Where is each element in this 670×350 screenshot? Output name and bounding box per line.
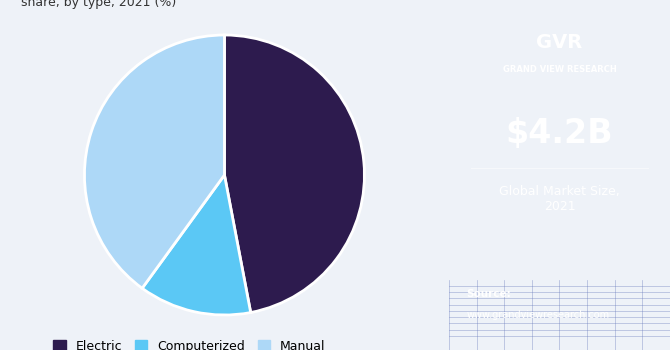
Wedge shape — [84, 35, 224, 288]
Wedge shape — [224, 35, 364, 313]
Text: share, by type, 2021 (%): share, by type, 2021 (%) — [21, 0, 177, 9]
Text: GVR: GVR — [536, 33, 583, 51]
Text: www.grandviewresearch.com: www.grandviewresearch.com — [466, 310, 610, 320]
Wedge shape — [142, 175, 251, 315]
Text: GRAND VIEW RESEARCH: GRAND VIEW RESEARCH — [502, 65, 616, 75]
Legend: Electric, Computerized, Manual: Electric, Computerized, Manual — [48, 335, 330, 350]
Text: Global Market Size,
2021: Global Market Size, 2021 — [499, 186, 620, 214]
Text: Source:: Source: — [466, 289, 511, 299]
Text: $4.2B: $4.2B — [506, 117, 613, 149]
